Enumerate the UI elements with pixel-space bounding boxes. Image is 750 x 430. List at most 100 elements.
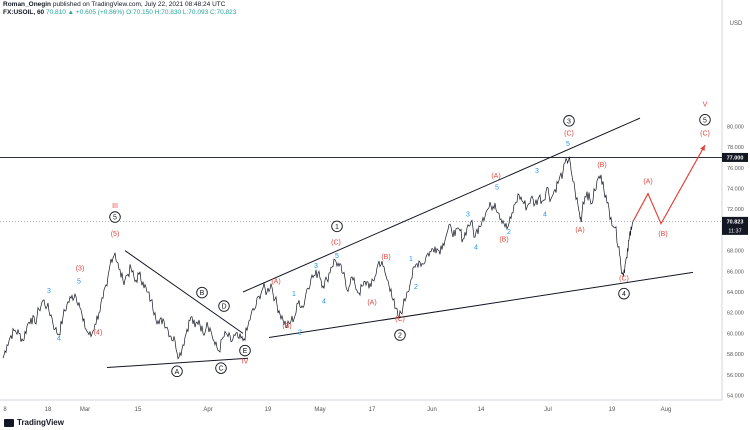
brand-name: TradingView [17, 418, 64, 427]
tradingview-logo-icon [4, 418, 14, 427]
wave-label: 4 [474, 245, 478, 252]
x-tick-label: Jun [427, 407, 437, 413]
chart-area [0, 0, 723, 401]
x-tick-label: Mar [80, 407, 90, 413]
wave-label: A [175, 369, 180, 376]
wave-label: (B) [658, 231, 667, 238]
publish-info: published on TradingView.com, July 22, 2… [51, 1, 226, 8]
wave-label: (A) [575, 227, 584, 234]
projection-line [632, 144, 706, 226]
wave-label: V [703, 102, 708, 109]
wave-label-circle [331, 220, 343, 233]
wave-label: 2 [398, 333, 402, 340]
x-tick-label: May [314, 407, 325, 413]
x-tick-label: 19 [265, 407, 272, 413]
projection-arrowhead [700, 145, 705, 152]
y-tick-label: 60.000 [727, 331, 744, 337]
ohlc-values: 70.810 ▲ +0.605 (+0.86%) O:70.150 H:70.8… [46, 9, 237, 16]
x-tick-label: 18 [45, 407, 52, 413]
tradingview-footer[interactable]: TradingView [4, 418, 64, 427]
price-label-box [722, 216, 748, 235]
wave-label: C [218, 366, 223, 373]
wave-label: (A) [491, 173, 500, 180]
symbol[interactable]: FX:USOIL, 60 [3, 9, 45, 16]
wave-label: 5 [335, 253, 339, 260]
trendline [268, 271, 694, 339]
wave-label-circle [109, 211, 121, 223]
wave-label: (B) [282, 323, 291, 330]
price-label: 77.000 [727, 155, 744, 161]
countdown-label: 11:37 [728, 228, 741, 234]
y-tick-label: 56.000 [727, 373, 744, 379]
y-tick-label: 62.000 [727, 311, 744, 317]
y-tick-label: 68.000 [727, 249, 744, 255]
wave-label: 4 [322, 298, 326, 305]
trendline [106, 357, 249, 369]
wave-label: (C) [619, 276, 629, 283]
wave-label: (4) [94, 329, 103, 336]
wave-label: 2 [507, 229, 511, 236]
wave-label: 5 [77, 279, 81, 286]
wave-label-circle [563, 115, 575, 127]
x-axis[interactable]: 8 18 Mar 15 Apr 19 May 17 Jun 14 Jul 19 Aug [3, 407, 671, 413]
x-tick-label: 14 [478, 407, 485, 413]
wave-label: 5 [113, 215, 117, 222]
x-tick-label: 15 [135, 407, 142, 413]
wave-label: B [200, 290, 205, 297]
wave-label: (C) [395, 316, 405, 323]
trendline [242, 117, 641, 293]
wave-label: 1 [335, 224, 339, 231]
x-tick-label: 19 [609, 407, 616, 413]
wave-label: 4 [57, 336, 61, 343]
y-tick-label: 72.000 [727, 207, 744, 213]
wave-label-circle [239, 344, 251, 357]
wave-label: 5 [566, 141, 570, 148]
wave-label: (A) [643, 178, 652, 185]
x-tick-label: 17 [369, 407, 376, 413]
wave-label-circle [215, 362, 227, 374]
trendline [124, 250, 244, 334]
x-tick-label: Apr [203, 407, 212, 413]
wave-label-circle [218, 300, 230, 312]
wave-label-circle [171, 365, 183, 378]
y-tick-label: 58.000 [727, 352, 744, 358]
wave-label: (C) [700, 131, 710, 138]
y-tick-label: 66.000 [727, 269, 744, 275]
wave-label: (5) [111, 231, 120, 238]
y-tick-label: 54.000 [727, 394, 744, 400]
x-tick-label: Aug [661, 407, 672, 413]
wave-label: (B) [499, 236, 508, 243]
wave-label: 3 [535, 168, 539, 175]
wave-label-circle [699, 114, 711, 126]
wave-label: 1 [292, 291, 296, 298]
wave-label: 4 [622, 291, 626, 298]
wave-label-circle [196, 286, 208, 299]
price-line [2, 156, 634, 360]
price-series [2, 156, 634, 360]
price-label-box [722, 152, 748, 162]
x-tick-label: 8 [3, 407, 7, 413]
wave-label: 3 [567, 118, 571, 125]
wave-label: E [243, 348, 248, 355]
wave-label-circle [394, 329, 406, 341]
x-tick-label: Jul [544, 407, 552, 413]
wave-label: 2 [414, 284, 418, 291]
wave-label: (B) [381, 254, 390, 261]
currency-label: USD [730, 21, 743, 27]
author[interactable]: Roman_Onegin [3, 1, 52, 8]
wave-label: D [221, 304, 226, 311]
y-tick-label: 80.000 [727, 124, 744, 130]
chart-header: Roman_Onegin published on TradingView.co… [3, 1, 236, 17]
wave-label: IV [242, 358, 249, 365]
y-axis[interactable]: USD80.00078.00076.00074.00072.00070.0006… [722, 21, 748, 400]
wave-label-circle [618, 287, 630, 300]
price-label: 70.823 [727, 219, 744, 225]
wave-label: 2 [298, 329, 302, 336]
y-tick-label: 64.000 [727, 290, 744, 296]
wave-label: (C) [564, 131, 574, 138]
wave-label: III [112, 203, 118, 210]
projection-path [632, 144, 706, 226]
wave-label: 1 [409, 256, 413, 263]
